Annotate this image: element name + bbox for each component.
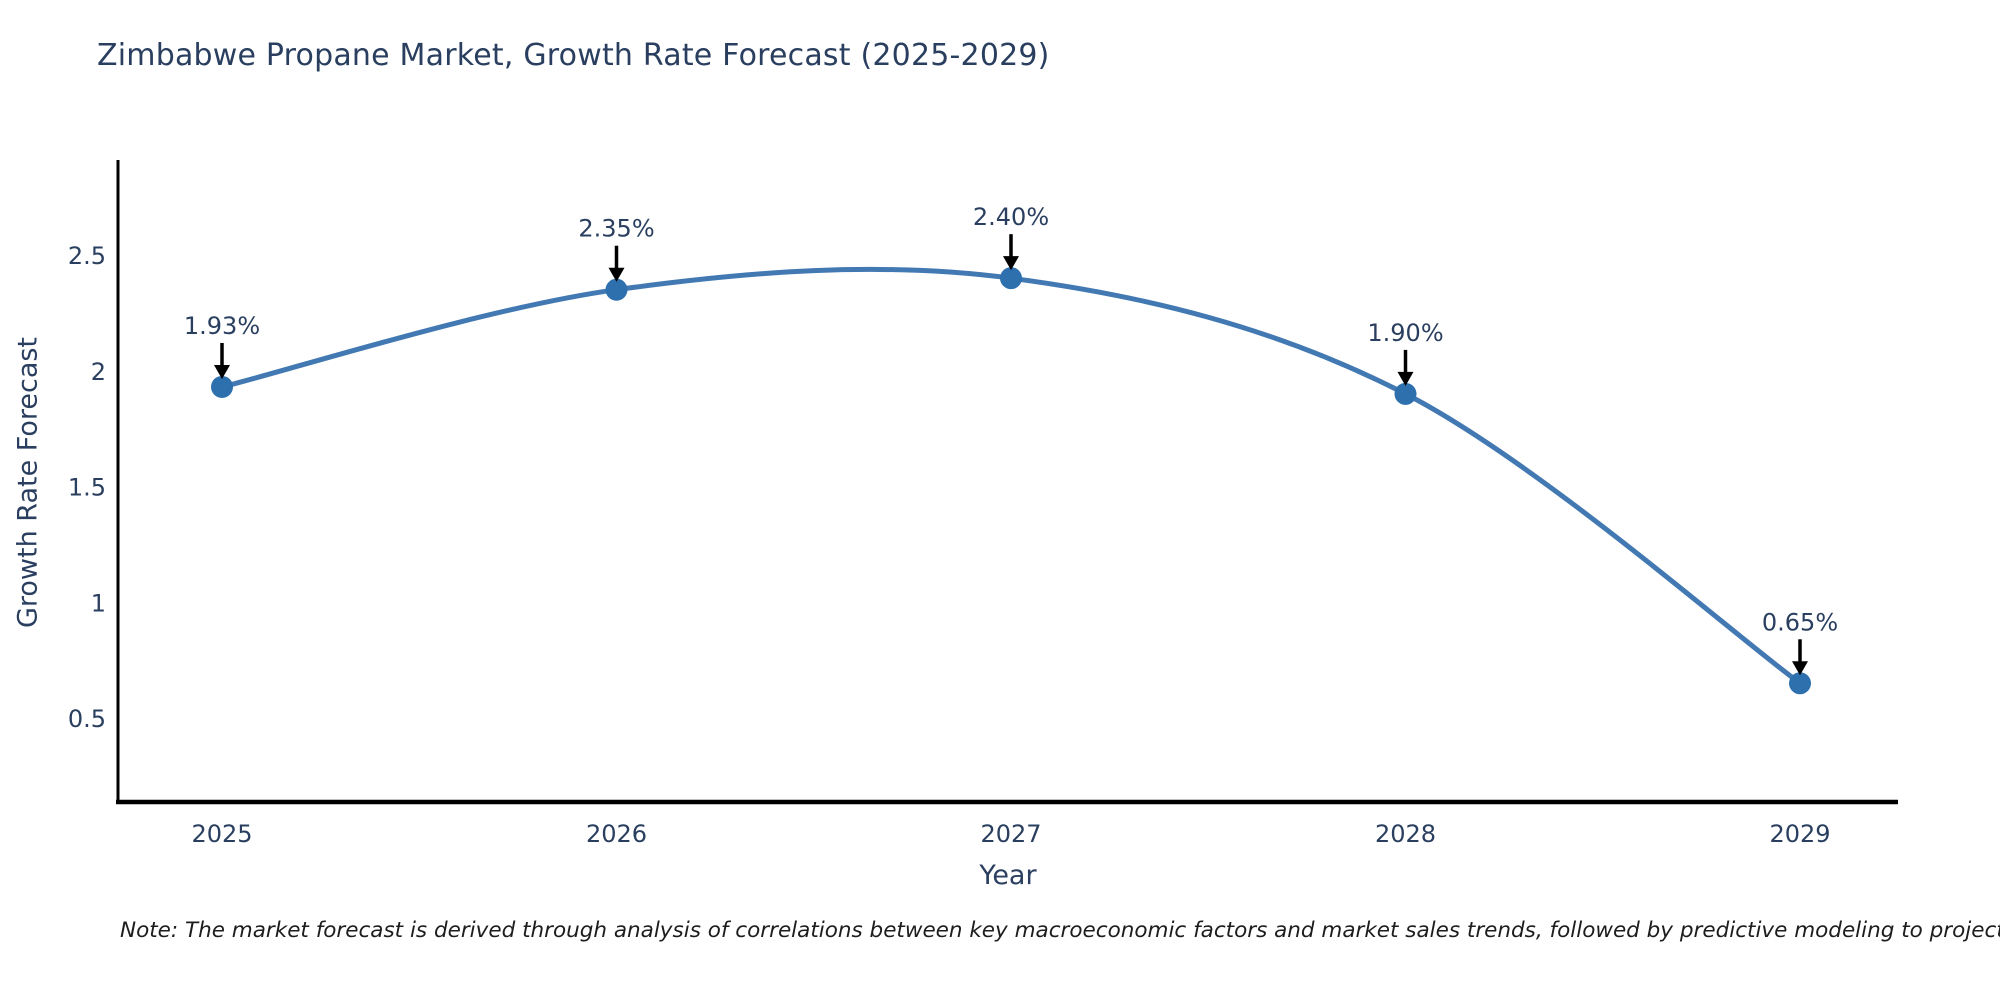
annotation-arrow-head: [1003, 256, 1019, 271]
annotation-arrow-head: [1792, 661, 1808, 676]
annotation-arrow-head: [214, 364, 230, 379]
forecast-spline: [221, 266, 1802, 686]
annotation-arrow-head: [608, 267, 625, 282]
data-point-marker: [605, 278, 628, 301]
x-axis-title: Year: [979, 860, 1037, 891]
x-tick-label: 2028: [1375, 820, 1436, 848]
data-point-label: 1.90%: [1367, 319, 1443, 347]
data-point-marker: [211, 375, 233, 398]
x-tick-label: 2029: [1769, 820, 1830, 848]
data-point-marker: [1394, 382, 1417, 405]
x-tick-label: 2026: [586, 820, 647, 848]
x-tick-label: 2025: [191, 820, 252, 848]
y-tick-label: 1.5: [68, 474, 106, 502]
data-point-marker: [1789, 672, 1811, 695]
y-tick-label: 2: [91, 358, 106, 386]
y-tick-label: 1: [91, 589, 106, 617]
data-point-label: 1.93%: [184, 312, 260, 340]
data-point-label: 0.65%: [1762, 608, 1838, 636]
y-tick-label: 2.5: [68, 242, 106, 270]
annotation-arrow-head: [1397, 371, 1414, 386]
data-point-marker: [1000, 267, 1022, 290]
x-tick-label: 2027: [980, 820, 1041, 848]
data-point-label: 2.35%: [578, 215, 654, 243]
chart-footnote: Note: The market forecast is derived thr…: [120, 918, 2000, 943]
data-point-label: 2.40%: [973, 203, 1049, 231]
chart-title: Zimbabwe Propane Market, Growth Rate For…: [97, 38, 1050, 73]
y-tick-label: 0.5: [68, 705, 106, 733]
